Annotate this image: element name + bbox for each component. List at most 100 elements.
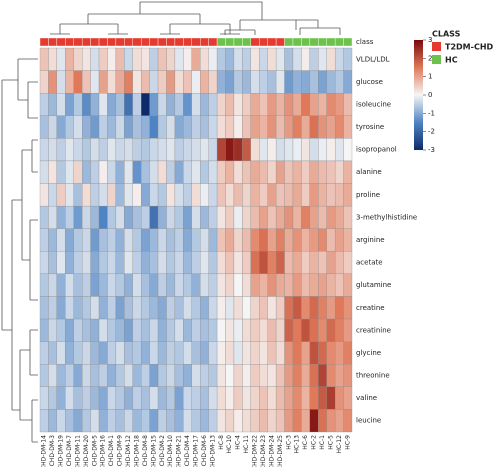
- class-cell: [250, 37, 260, 47]
- heatmap-cell: [149, 205, 159, 229]
- heatmap-cell: [343, 138, 353, 162]
- class-cell: [90, 37, 100, 47]
- heatmap-cell: [141, 386, 150, 410]
- heatmap-cell: [259, 93, 268, 116]
- heatmap-cell: [275, 273, 285, 297]
- heatmap-cell: [284, 138, 294, 162]
- column-label: CHD-DM-3: [49, 435, 56, 466]
- heatmap-cell: [183, 183, 192, 207]
- heatmap-cell: [242, 341, 251, 365]
- heatmap-cell: [225, 93, 235, 116]
- heatmap-cell: [334, 70, 344, 94]
- heatmap-cell: [124, 409, 133, 433]
- heatmap-cell: [292, 409, 302, 433]
- heatmap-cell: [292, 273, 302, 297]
- column-label: CHD-DM-12: [125, 435, 132, 467]
- heatmap-cell: [39, 183, 49, 207]
- class-cell: [140, 37, 150, 47]
- heatmap-cell: [275, 115, 285, 139]
- heatmap-cell: [157, 251, 167, 275]
- heatmap-cell: [174, 296, 184, 320]
- heatmap-cell: [318, 364, 327, 387]
- heatmap-cell: [39, 409, 49, 433]
- heatmap-cell: [216, 70, 226, 94]
- heatmap-cell: [309, 273, 319, 297]
- heatmap-cell: [39, 318, 49, 342]
- heatmap-cell: [334, 296, 344, 320]
- left-dendrogram: [1, 58, 38, 443]
- heatmap-cell: [166, 318, 176, 342]
- heatmap-cell: [166, 386, 176, 410]
- heatmap-cell: [48, 138, 58, 162]
- heatmap-cell: [141, 409, 150, 433]
- heatmap-cell: [225, 160, 235, 184]
- heatmap-cell: [233, 138, 243, 162]
- heatmap-cell: [242, 251, 251, 275]
- heatmap-cell: [250, 251, 260, 275]
- heatmap-cell: [216, 228, 226, 252]
- heatmap-cell: [166, 70, 176, 94]
- heatmap-cell: [208, 296, 218, 320]
- heatmap-cell: [216, 409, 226, 433]
- heatmap-cell: [326, 341, 336, 365]
- heatmap-cell: [132, 386, 142, 410]
- heatmap-cell: [174, 160, 184, 184]
- heatmap-cell: [200, 70, 209, 94]
- heatmap-cell: [166, 251, 176, 275]
- heatmap-cell: [48, 318, 58, 342]
- column-label: CHD-DM-8: [142, 435, 149, 466]
- heatmap-cell: [216, 93, 226, 116]
- heatmap-cell: [107, 160, 117, 184]
- heatmap-cell: [309, 386, 319, 410]
- heatmap-cell: [183, 160, 192, 184]
- heatmap-cell: [166, 93, 176, 116]
- heatmap-cell: [326, 228, 336, 252]
- colorbar-tick-label: 3: [428, 36, 432, 44]
- class-cell: [275, 37, 285, 47]
- heatmap-cell: [56, 296, 66, 320]
- heatmap-cell: [301, 273, 310, 297]
- heatmap-cell: [98, 228, 108, 252]
- heatmap-cell: [132, 296, 142, 320]
- heatmap-cell: [166, 364, 176, 387]
- heatmap-cell: [107, 386, 117, 410]
- heatmap-cell: [259, 273, 268, 297]
- heatmap-cell: [115, 183, 125, 207]
- heatmap-cell: [124, 318, 133, 342]
- heatmap-cell: [343, 273, 353, 297]
- row-label: glucose: [356, 78, 383, 86]
- heatmap-cell: [149, 251, 159, 275]
- heatmap-cell: [292, 318, 302, 342]
- top-dendrogram: [50, 1, 341, 35]
- heatmap-cell: [65, 273, 74, 297]
- heatmap-cell: [56, 228, 66, 252]
- heatmap-cell: [124, 47, 133, 71]
- heatmap-cell: [292, 251, 302, 275]
- heatmap-cell: [115, 296, 125, 320]
- class-cell: [65, 37, 74, 47]
- row-label: isoleucine: [356, 100, 391, 108]
- heatmap-cell: [39, 205, 49, 229]
- heatmap-cell: [216, 386, 226, 410]
- heatmap-cell: [166, 115, 176, 139]
- heatmap-cell: [343, 70, 353, 94]
- heatmap-cell: [183, 341, 192, 365]
- heatmap-cell: [242, 409, 251, 433]
- heatmap-cell: [233, 160, 243, 184]
- heatmap-cell: [48, 70, 58, 94]
- column-label: CHD-DM-9: [117, 435, 124, 466]
- heatmap-cell: [90, 93, 100, 116]
- heatmap-cell: [82, 138, 91, 162]
- heatmap-cell: [166, 160, 176, 184]
- heatmap-cell: [82, 70, 91, 94]
- heatmap-cell: [259, 364, 268, 387]
- heatmap-cell: [82, 318, 91, 342]
- class-cell: [191, 37, 201, 47]
- heatmap-cell: [82, 273, 91, 297]
- heatmap-cell: [275, 386, 285, 410]
- heatmap-cell: [149, 138, 159, 162]
- class-cell: [225, 37, 235, 47]
- heatmap-cell: [124, 160, 133, 184]
- heatmap-cell: [166, 183, 176, 207]
- row-label: alanine: [356, 168, 382, 176]
